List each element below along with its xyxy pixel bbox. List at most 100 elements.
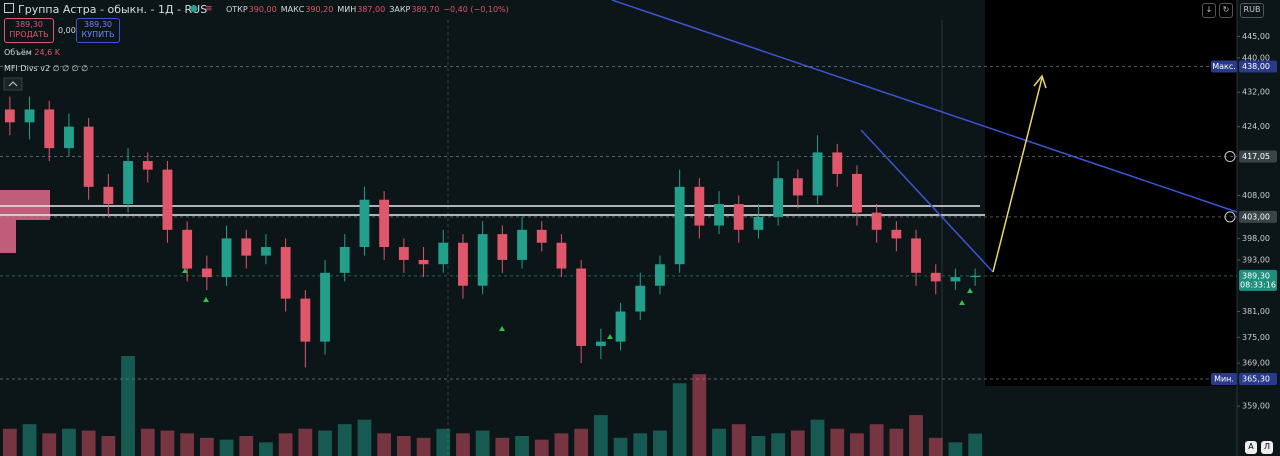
candle-body bbox=[320, 272, 330, 342]
volume-label: Объём bbox=[4, 48, 32, 57]
y-tick-label: 432,00 bbox=[1242, 88, 1270, 97]
candle-body bbox=[497, 234, 508, 260]
candle-body bbox=[753, 216, 764, 230]
volume-bar bbox=[928, 437, 943, 456]
trend-line bbox=[611, 0, 1238, 213]
ohlc-label: МАКС bbox=[280, 5, 305, 14]
volume-bar bbox=[869, 424, 884, 456]
price-tag-label: 417,05 bbox=[1242, 152, 1270, 161]
candle-body bbox=[852, 173, 862, 213]
volume-bar bbox=[160, 430, 175, 456]
volume-bar bbox=[712, 428, 726, 456]
volume-bar bbox=[515, 436, 529, 456]
price-tag-label: 365,30 bbox=[1242, 375, 1270, 384]
y-tick-label: 359,00 bbox=[1242, 402, 1270, 411]
candle-body bbox=[162, 169, 173, 230]
ohlc-value: 390,20 bbox=[305, 5, 334, 14]
volume-bar bbox=[42, 433, 57, 456]
down-button[interactable]: ↓ bbox=[1202, 3, 1216, 18]
currency[interactable]: RUB bbox=[1240, 3, 1264, 18]
volume-bar bbox=[653, 430, 667, 456]
candle-body bbox=[477, 234, 488, 286]
candle-body bbox=[142, 161, 153, 170]
volume-bar bbox=[948, 442, 963, 456]
refresh-button[interactable]: ↻ bbox=[1219, 3, 1233, 18]
collapse-button[interactable] bbox=[3, 77, 23, 91]
tag-label: Мин. bbox=[1214, 375, 1234, 384]
volume-bar bbox=[554, 433, 569, 456]
profile-block bbox=[0, 220, 16, 253]
volume-bar bbox=[830, 428, 845, 456]
volume-bar bbox=[889, 428, 904, 456]
price-tag bbox=[1239, 60, 1277, 73]
mfi-legend: MFI Divs v2 ∅ ∅ ∅ ∅ bbox=[4, 64, 89, 73]
y-tick-label: 424,00 bbox=[1242, 122, 1270, 131]
y-tick-label: 445,00 bbox=[1242, 32, 1270, 41]
y-tick-label: 408,00 bbox=[1242, 191, 1270, 200]
candle-body bbox=[911, 238, 921, 273]
ohlc: ОТКР390,00 МАКС390,20 МИН387,00 ЗАКР389,70−… bbox=[222, 5, 509, 14]
sell-label: ПРОДАТЬ bbox=[9, 30, 49, 39]
candle-body bbox=[300, 298, 311, 342]
volume-bar bbox=[121, 356, 135, 456]
plus-icon bbox=[1224, 211, 1236, 223]
candle-body bbox=[832, 152, 843, 174]
symbol: Группа Астра - обыкн. - 1Д - RUS bbox=[18, 3, 208, 16]
candle-body bbox=[398, 247, 409, 260]
candle-body bbox=[123, 161, 133, 205]
candle-body bbox=[438, 242, 449, 265]
candle-body bbox=[595, 341, 606, 346]
future-area bbox=[985, 0, 1237, 386]
candle-body bbox=[418, 259, 429, 265]
buy-label: КУПИТЬ bbox=[81, 30, 115, 39]
volume-bar bbox=[475, 430, 490, 456]
candle-body bbox=[655, 264, 665, 286]
volume-bar bbox=[2, 428, 17, 456]
y-tick-label: 381,00 bbox=[1242, 307, 1270, 316]
tag-label: Макс. bbox=[1212, 62, 1236, 71]
candle-body bbox=[24, 109, 35, 123]
candle-body bbox=[280, 247, 291, 299]
menu-icon: ≡ bbox=[205, 4, 213, 14]
volume-bar bbox=[436, 428, 451, 456]
icon bbox=[4, 3, 14, 13]
volume-bar bbox=[101, 436, 116, 456]
volume-bar bbox=[81, 430, 96, 456]
volume-bar bbox=[850, 433, 864, 456]
candle-body bbox=[635, 285, 646, 312]
candle-body bbox=[83, 126, 94, 187]
log-scale[interactable]: Л bbox=[1261, 441, 1273, 454]
ohlc-label: ОТКР bbox=[226, 5, 248, 14]
ohlc-value: 390,00 bbox=[248, 5, 277, 14]
candle-body bbox=[812, 152, 823, 196]
candle-body bbox=[576, 268, 587, 346]
buy-button[interactable]: 389,30 КУПИТЬ bbox=[76, 18, 120, 43]
candle-body bbox=[201, 268, 212, 278]
price-tag bbox=[1239, 150, 1277, 163]
auto-scale[interactable]: A bbox=[1245, 441, 1257, 454]
candle-body bbox=[733, 204, 744, 230]
candle-body bbox=[674, 186, 685, 265]
volume-bar bbox=[357, 419, 372, 456]
volume-value: 24,6 K bbox=[34, 48, 60, 57]
candle-body bbox=[773, 178, 784, 217]
volume-bar bbox=[751, 436, 766, 456]
candle-body bbox=[792, 178, 803, 196]
candle-body bbox=[359, 199, 370, 248]
change: −0,40 (−0,10%) bbox=[443, 5, 509, 14]
candle-body bbox=[694, 186, 705, 226]
price-tag bbox=[1239, 373, 1277, 386]
candle-body bbox=[261, 247, 271, 256]
volume-bar bbox=[337, 424, 352, 456]
candle-body bbox=[714, 204, 724, 226]
candle-body bbox=[517, 229, 527, 260]
candle-body bbox=[64, 126, 74, 149]
volume-bar bbox=[239, 436, 254, 456]
candle-body bbox=[615, 311, 626, 342]
trend-line bbox=[860, 129, 994, 273]
volume-bar bbox=[140, 428, 155, 456]
volume-bar bbox=[22, 424, 37, 456]
sell-button[interactable]: 389,30 ПРОДАТЬ bbox=[4, 18, 54, 43]
volume-bar bbox=[298, 428, 313, 456]
